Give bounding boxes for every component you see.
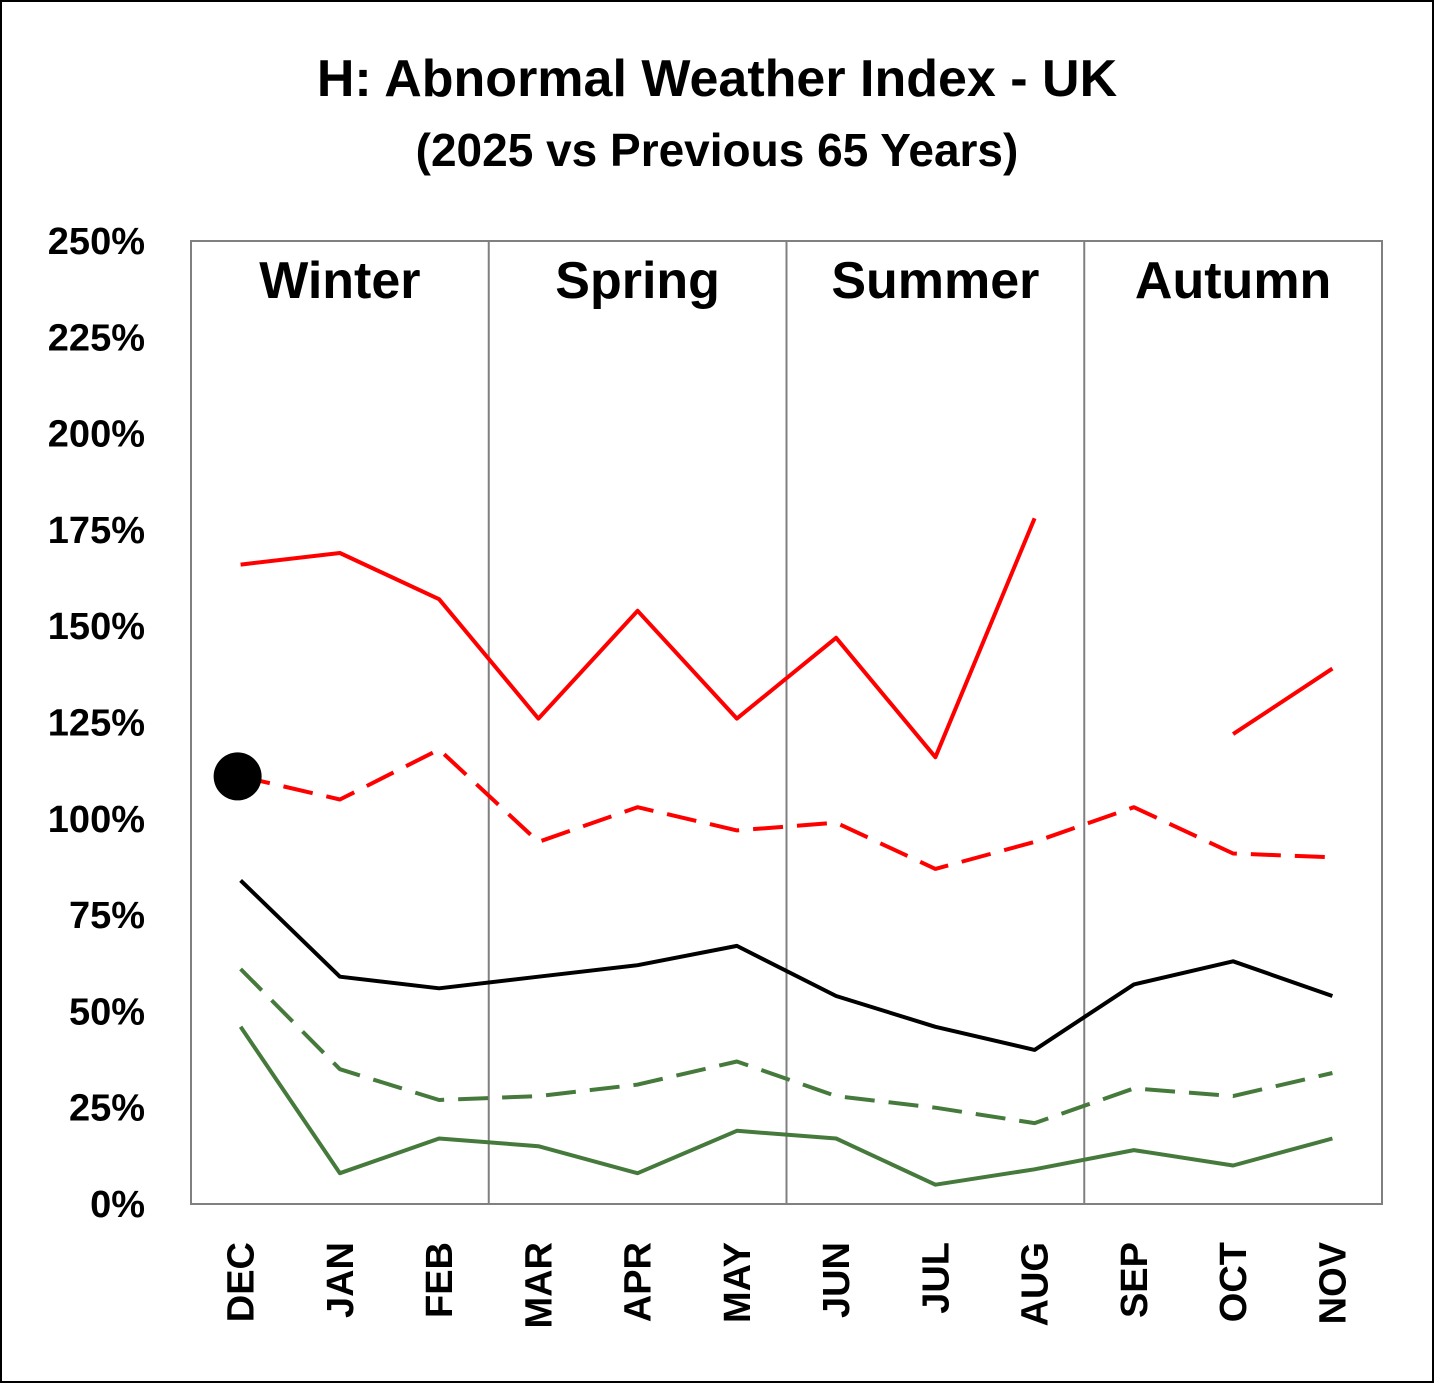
x-tick-label: APR <box>618 1242 660 1322</box>
x-tick-label: MAY <box>717 1242 759 1323</box>
x-tick-label: NOV <box>1312 1241 1354 1324</box>
y-tick-label: 125% <box>48 703 145 745</box>
x-tick-label: AUG <box>1015 1242 1057 1326</box>
y-tick-label: 75% <box>69 895 145 937</box>
chart-subtitle: (2025 vs Previous 65 Years) <box>416 124 1019 176</box>
season-label: Summer <box>831 252 1039 310</box>
season-label: Spring <box>555 252 720 310</box>
plot-area: Winter Spring Summer Autumn 0% 25% 50% 75% 100% 1… <box>48 221 1383 1329</box>
highlight-marker <box>213 752 262 801</box>
y-tick-label: 175% <box>48 510 145 552</box>
x-tick-label: MAR <box>518 1242 560 1329</box>
series-line-1 <box>240 517 1334 760</box>
x-tick-label: JAN <box>320 1242 362 1318</box>
x-tick-label: FEB <box>419 1242 461 1318</box>
y-tick-label: 250% <box>48 221 145 263</box>
x-tick-label: DEC <box>221 1242 263 1322</box>
x-tick-label: SEP <box>1114 1242 1156 1318</box>
x-tick-label: OCT <box>1213 1242 1255 1322</box>
series-line-3 <box>239 878 1334 1052</box>
y-tick-label: 0% <box>90 1184 145 1226</box>
x-tick-label: JUN <box>816 1242 858 1318</box>
y-tick-label: 225% <box>48 317 145 359</box>
y-tick-label: 25% <box>69 1088 145 1130</box>
series-line-2 <box>240 747 1333 871</box>
series-line-5 <box>238 1025 1333 1187</box>
chart-title: H: Abnormal Weather Index - UK <box>317 50 1118 108</box>
y-tick-label: 100% <box>48 799 145 841</box>
y-tick-label: 50% <box>69 991 145 1033</box>
season-label: Autumn <box>1135 252 1331 310</box>
y-tick-label: 200% <box>48 414 145 456</box>
y-tick-label: 150% <box>48 606 145 648</box>
season-label: Winter <box>259 252 420 310</box>
series-line-4 <box>239 967 1333 1126</box>
x-tick-label: JUL <box>915 1242 957 1314</box>
